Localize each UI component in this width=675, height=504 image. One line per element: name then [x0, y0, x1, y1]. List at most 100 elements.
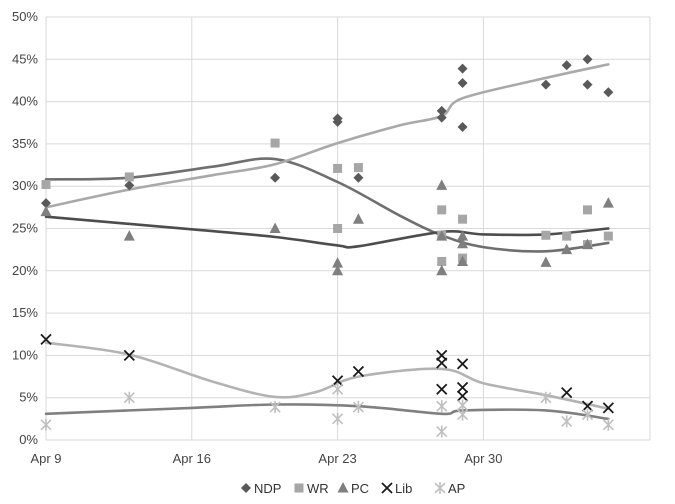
point-pc [457, 255, 469, 266]
point-ap [436, 425, 448, 438]
legend-marker-wr [294, 483, 304, 493]
point-ap [332, 383, 344, 396]
point-ndp [540, 79, 551, 90]
y-tick-label: 35% [12, 136, 38, 151]
y-tick-label: 10% [12, 347, 38, 362]
point-ndp [332, 116, 343, 127]
point-ndp [124, 180, 135, 191]
legend-label-ap: AP [448, 481, 465, 496]
legend-label-wr: WR [307, 481, 329, 496]
point-wr [437, 205, 447, 215]
point-pc [602, 197, 614, 208]
point-ndp [41, 198, 51, 209]
point-wr [333, 224, 343, 233]
point-ap [561, 415, 573, 428]
point-ndp [457, 63, 468, 74]
point-pc [352, 213, 364, 224]
x-tick-label: Apr 9 [30, 451, 61, 466]
point-ap [40, 418, 52, 431]
point-pc [436, 179, 448, 190]
x-axis-ticks: Apr 9 Apr 16 Apr 23 Apr 30 [30, 451, 502, 466]
point-ndp [436, 112, 447, 123]
point-wr [562, 231, 572, 241]
trend-line-pc [44, 215, 610, 249]
point-ndp [582, 79, 593, 90]
point-wr [124, 172, 134, 182]
legend-label-lib: Lib [395, 481, 412, 496]
point-lib [456, 390, 469, 402]
point-lib [123, 349, 135, 362]
point-lib [331, 375, 344, 387]
y-tick-label: 50% [12, 9, 38, 24]
point-pc [332, 257, 344, 268]
legend-label-ndp: NDP [254, 481, 281, 496]
point-wr [541, 230, 551, 240]
data-points [40, 54, 614, 438]
point-ndp [603, 87, 614, 98]
point-lib [40, 333, 52, 345]
point-pc [40, 205, 52, 217]
point-wr [458, 214, 468, 224]
trend-line-ap [44, 403, 610, 421]
point-ndp [561, 60, 572, 71]
point-pc [582, 238, 594, 250]
point-pc [436, 230, 448, 241]
legend: NDP WR PC Lib AP [241, 481, 465, 496]
point-lib [352, 365, 365, 378]
point-pc [561, 243, 573, 255]
trend-line-wr [44, 63, 610, 209]
point-ap [123, 391, 135, 404]
point-lib [456, 381, 469, 394]
y-tick-label: 40% [12, 94, 38, 109]
point-pc [123, 230, 135, 241]
point-pc [457, 230, 469, 241]
point-lib [581, 400, 594, 412]
point-ap [581, 408, 594, 421]
point-ndp [436, 105, 447, 116]
x-tick-label: Apr 16 [173, 451, 211, 466]
point-ap [332, 412, 344, 425]
y-tick-label: 25% [12, 221, 38, 236]
point-pc [540, 256, 552, 267]
legend-label-pc: PC [351, 481, 369, 496]
trend-line-ndp [44, 157, 610, 253]
point-ndp [457, 121, 468, 132]
y-axis-ticks: 0% 5% 10% 15% 20% 25% 30% 35% 40% 45% 50% [12, 9, 38, 447]
point-lib [561, 386, 573, 399]
gridlines [45, 16, 651, 441]
y-tick-label: 5% [19, 390, 38, 405]
point-ap [456, 408, 469, 421]
point-ap [352, 401, 364, 414]
point-wr [333, 163, 343, 173]
legend-marker-ap [434, 482, 446, 494]
y-tick-label: 15% [12, 305, 38, 320]
point-wr [583, 205, 593, 215]
legend-marker-lib [381, 482, 393, 494]
point-lib [436, 357, 448, 369]
point-ndp [353, 172, 364, 183]
trend-lines [44, 63, 610, 421]
point-lib [456, 358, 469, 370]
point-wr [437, 256, 447, 266]
legend-marker-pc [337, 482, 349, 493]
trend-line-lib [44, 341, 610, 410]
y-tick-label: 45% [12, 51, 38, 66]
point-wr [603, 231, 613, 241]
point-ap [436, 400, 448, 413]
point-ap [540, 391, 552, 404]
x-tick-label: Apr 30 [464, 451, 502, 466]
point-pc [457, 237, 469, 249]
point-pc [332, 264, 344, 276]
y-tick-label: 30% [12, 178, 38, 193]
point-ndp [457, 77, 468, 88]
point-lib [602, 402, 614, 414]
point-pc [436, 264, 448, 276]
point-ap [269, 401, 281, 414]
point-wr [41, 180, 51, 190]
point-lib [436, 383, 448, 395]
point-ndp [270, 172, 281, 183]
point-ndp [582, 54, 593, 65]
point-wr [353, 163, 363, 173]
y-tick-label: 0% [19, 432, 38, 447]
